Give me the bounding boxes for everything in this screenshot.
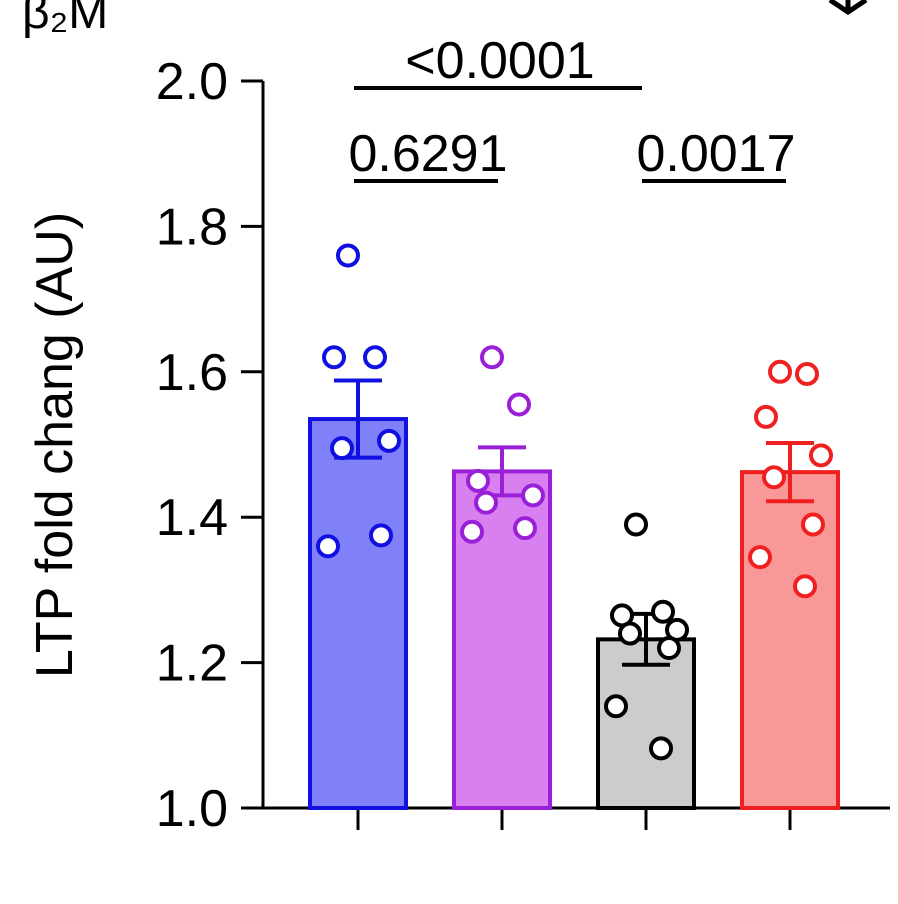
axes: 1.0 1.2 1.4 1.6 1.8 2.0 — [156, 53, 890, 838]
data-point — [793, 574, 817, 599]
p-value-label: <0.0001 — [405, 32, 594, 90]
data-point — [762, 465, 786, 490]
data-point — [754, 404, 778, 429]
data-point — [651, 599, 675, 624]
data-point — [369, 523, 393, 548]
y-tick-label: 1.4 — [156, 489, 228, 547]
data-point — [809, 443, 833, 468]
data-point — [748, 545, 772, 570]
data-point — [618, 621, 642, 646]
data-point — [466, 468, 490, 493]
y-tick-label: 1.6 — [156, 344, 228, 402]
data-point — [604, 694, 628, 719]
bar — [308, 417, 408, 810]
data-point — [649, 736, 673, 761]
data-point — [795, 361, 819, 386]
data-point — [480, 345, 504, 370]
data-point — [460, 519, 484, 544]
data-point — [657, 636, 681, 661]
data-point — [330, 436, 354, 461]
data-point — [474, 490, 498, 515]
y-tick-label: 1.2 — [156, 635, 228, 693]
y-axis-label: LTP fold chang (AU) — [26, 212, 84, 678]
data-point — [513, 516, 537, 541]
data-point — [322, 345, 346, 370]
bar — [596, 637, 696, 810]
data-point — [316, 534, 340, 559]
data-point — [336, 243, 360, 268]
significance-brackets: <0.0001 0.6291 0.0017 — [348, 32, 796, 183]
y-tick-label: 2.0 — [156, 53, 228, 111]
data-points — [316, 243, 833, 761]
data-point — [521, 483, 545, 508]
p-value-label: 0.6291 — [348, 125, 507, 183]
data-point — [624, 512, 648, 537]
cropped-panel-glyph — [828, 0, 868, 16]
y-tick-label: 1.0 — [156, 780, 228, 838]
data-point — [768, 359, 792, 384]
data-point — [377, 428, 401, 453]
bars — [308, 417, 840, 810]
p-value-label: 0.0017 — [636, 125, 795, 183]
y-tick-label: 1.8 — [156, 198, 228, 256]
data-point — [801, 512, 825, 537]
data-point — [363, 345, 387, 370]
corner-label: β₂M — [22, 0, 108, 39]
data-point — [507, 392, 531, 417]
